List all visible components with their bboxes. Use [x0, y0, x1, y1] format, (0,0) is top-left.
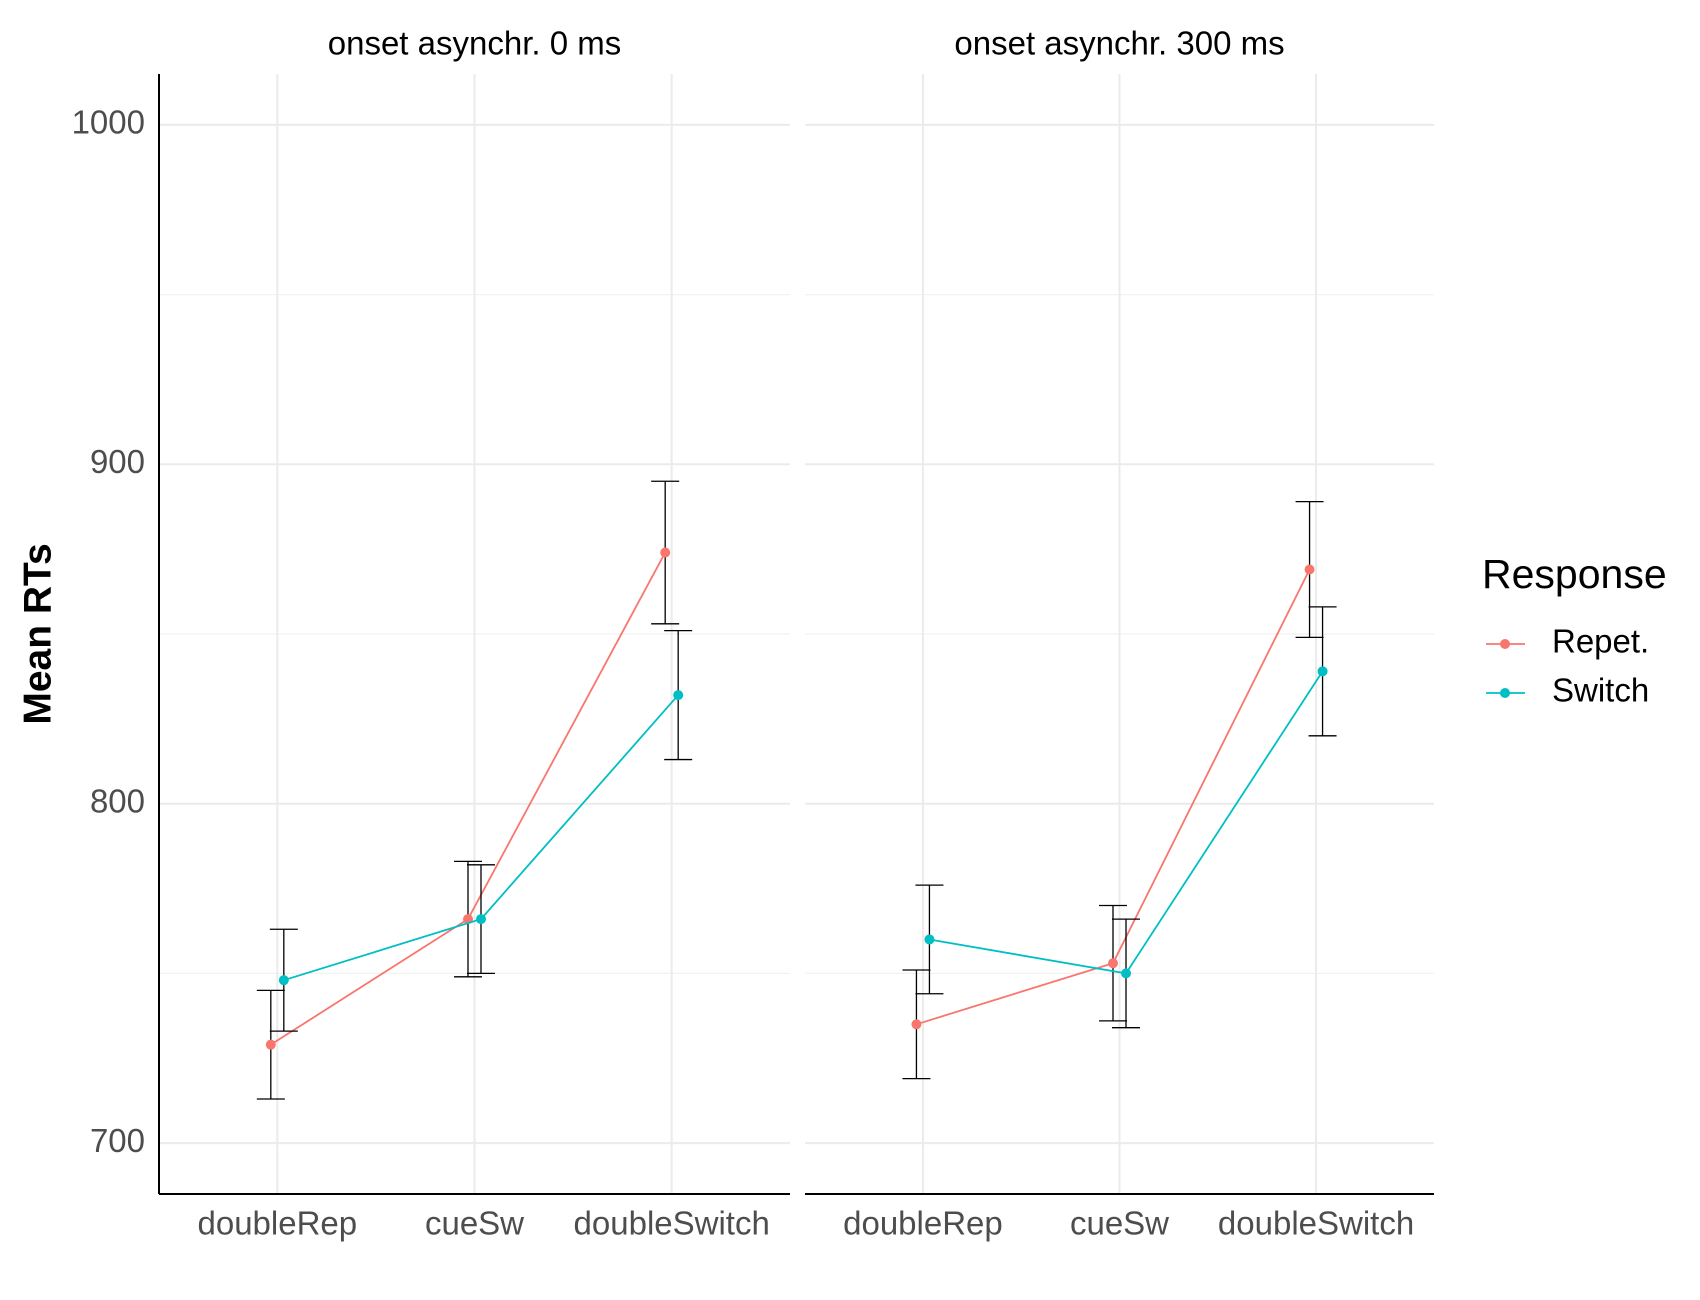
point: [673, 690, 684, 701]
x-tick-label: doubleRep: [843, 1205, 1003, 1242]
y-tick-label: 800: [90, 782, 145, 819]
point: [924, 934, 935, 945]
x-tick-label: doubleRep: [197, 1205, 357, 1242]
x-tick-label: doubleSwitch: [574, 1205, 770, 1242]
y-tick-label: 900: [90, 443, 145, 480]
y-axis-label: Mean RTs: [16, 543, 59, 724]
legend-label: Repet.: [1552, 623, 1649, 660]
point: [1121, 968, 1131, 979]
point: [1317, 666, 1328, 677]
x-tick-label: doubleSwitch: [1218, 1205, 1414, 1242]
point: [476, 914, 486, 925]
point: [265, 1039, 276, 1050]
y-tick-label: 1000: [72, 104, 145, 141]
point: [911, 1019, 922, 1030]
legend-key-point: [1500, 639, 1510, 649]
point: [278, 975, 289, 986]
y-tick-label: 700: [90, 1122, 145, 1159]
legend-label: Switch: [1552, 672, 1649, 709]
legend-key-point: [1500, 688, 1510, 698]
panel-title: onset asynchr. 0 ms: [328, 25, 621, 62]
point: [1304, 564, 1315, 575]
x-tick-label: cueSw: [425, 1205, 524, 1242]
legend-title: Response: [1482, 551, 1667, 597]
panel-title: onset asynchr. 300 ms: [954, 25, 1284, 62]
point: [660, 547, 671, 558]
x-tick-label: cueSw: [1070, 1205, 1169, 1242]
point: [1108, 958, 1118, 969]
